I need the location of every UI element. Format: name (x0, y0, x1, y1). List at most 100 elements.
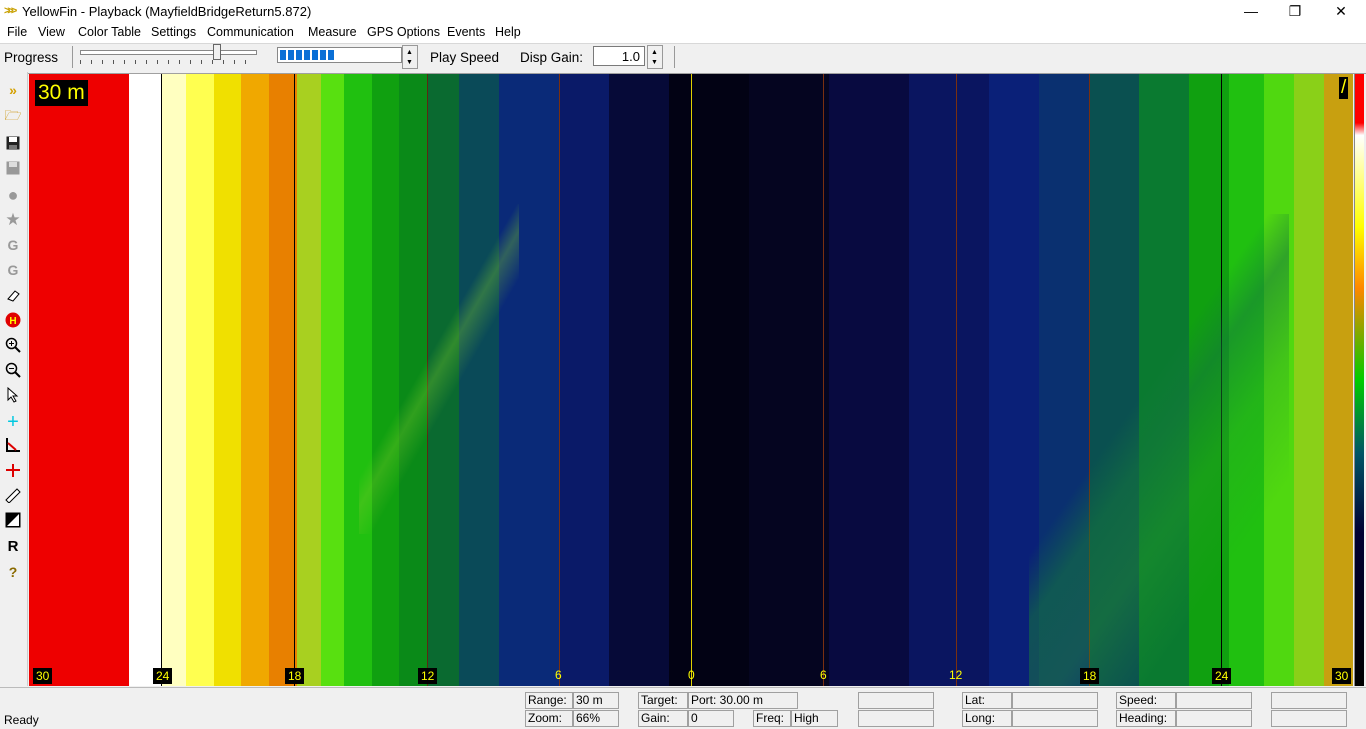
sonar-band (609, 74, 669, 686)
menu-file[interactable]: File (7, 25, 28, 39)
color-scale-bar (1354, 74, 1364, 686)
toolbar: Progress Play Speed Disp Gain: (0, 43, 1366, 74)
sonar-band (269, 74, 297, 686)
gain-up-icon[interactable]: ▲ (651, 49, 658, 56)
progress-slider-thumb[interactable] (213, 44, 221, 60)
range-label: Range: (525, 692, 573, 709)
save-icon[interactable] (3, 135, 23, 155)
target-label: Target: (638, 692, 688, 709)
toolbar-separator (72, 46, 73, 68)
range-grid-line (956, 74, 957, 686)
zoom-label: Zoom: (525, 710, 573, 727)
sonar-band (297, 74, 321, 686)
gain-g2-icon[interactable]: G (7, 262, 19, 278)
sonar-band (214, 74, 241, 686)
gain-g-icon[interactable]: G (7, 237, 19, 253)
progress-label: Progress (4, 50, 59, 65)
sonar-band (399, 74, 427, 686)
sonar-band (241, 74, 269, 686)
heading-value (1176, 710, 1252, 727)
distance-icon[interactable] (3, 462, 23, 482)
disp-gain-input[interactable]: 1.0 (593, 46, 645, 66)
scale-label: 24 (153, 668, 173, 684)
pointer-icon[interactable] (3, 386, 23, 407)
range-value: 30 m (573, 692, 619, 709)
scale-label: 18 (1080, 668, 1100, 684)
spin-up-icon[interactable]: ▲ (406, 49, 413, 56)
star-icon[interactable]: ★ (5, 210, 21, 229)
r-icon[interactable]: R (7, 538, 19, 555)
range-overlay-label: 30 m (35, 80, 88, 106)
menu-gps-options[interactable]: GPS Options (367, 25, 440, 39)
heading-label: Heading: (1116, 710, 1176, 727)
menu-communication[interactable]: Communication (207, 25, 294, 39)
sonar-band (186, 74, 214, 686)
scale-label: 12 (418, 668, 438, 684)
angle-icon[interactable] (3, 437, 23, 457)
menu-bar: File View Color Table Settings Communica… (0, 23, 1366, 43)
scale-label: 24 (1212, 668, 1232, 684)
play-speed-fill (280, 50, 334, 60)
range-grid-line (823, 74, 824, 686)
gain-value: 0 (688, 710, 734, 727)
title-bar: >>> YellowFin - Playback (MayfieldBridge… (0, 0, 1366, 23)
sonar-band (669, 74, 749, 686)
range-grid-line (161, 74, 162, 686)
scale-label: 18 (285, 668, 305, 684)
svg-text:H: H (9, 316, 16, 327)
play-speed-bar[interactable] (277, 47, 402, 63)
sonar-band (427, 74, 459, 686)
maximize-button[interactable]: ❐ (1288, 3, 1302, 19)
freq-label: Freq: (753, 710, 791, 727)
sonar-band (559, 74, 609, 686)
menu-settings[interactable]: Settings (151, 25, 197, 39)
forward-icon[interactable]: » (9, 82, 17, 98)
crosshair-icon[interactable]: + (7, 411, 19, 433)
eraser-icon[interactable] (3, 287, 23, 307)
sonar-band (129, 74, 162, 686)
scale-label: 6 (555, 668, 562, 682)
h-marker-icon[interactable]: H (3, 312, 23, 332)
menu-view[interactable]: View (38, 25, 65, 39)
progress-slider-ticks (80, 60, 256, 64)
long-value (1012, 710, 1098, 727)
sonar-image[interactable] (29, 74, 1353, 686)
balloon-icon[interactable]: ● (7, 185, 19, 205)
speed-label: Speed: (1116, 692, 1176, 709)
menu-events[interactable]: Events (447, 25, 486, 39)
zoom-in-icon[interactable] (3, 337, 23, 357)
sonar-band (372, 74, 399, 686)
scale-label: 30 (33, 668, 53, 684)
scale-label: 30 (1332, 668, 1352, 684)
sonar-band (749, 74, 829, 686)
zoom-out-icon[interactable] (3, 362, 23, 382)
status-ready: Ready (4, 713, 39, 727)
progress-slider-track[interactable] (80, 50, 257, 55)
empty-field (858, 692, 934, 709)
menu-color-table[interactable]: Color Table (78, 25, 142, 39)
range-grid-line (559, 74, 560, 686)
menu-measure[interactable]: Measure (308, 25, 357, 39)
minimize-button[interactable]: — (1244, 3, 1258, 19)
scale-label: 0 (688, 668, 695, 682)
gain-down-icon[interactable]: ▼ (651, 59, 658, 66)
empty-field (1271, 692, 1347, 709)
range-grid-line (691, 74, 692, 686)
zoom-value: 66% (573, 710, 619, 727)
ruler-icon[interactable] (3, 487, 23, 507)
close-button[interactable]: ✕ (1335, 3, 1347, 19)
app-logo-icon: >>> (4, 5, 17, 17)
play-speed-spinner[interactable]: ▲ ▼ (402, 45, 418, 69)
sonar-band (162, 74, 186, 686)
disp-gain-label: Disp Gain: (520, 50, 584, 65)
disp-gain-spinner[interactable]: ▲ ▼ (647, 45, 663, 69)
menu-help[interactable]: Help (495, 25, 521, 39)
save-disabled-icon[interactable] (3, 160, 23, 180)
help-icon[interactable]: ? (8, 564, 18, 580)
range-grid-line (427, 74, 428, 686)
spin-down-icon[interactable]: ▼ (406, 59, 413, 66)
range-grid-line (294, 74, 295, 686)
sonar-band (344, 74, 372, 686)
contrast-icon[interactable] (3, 512, 23, 532)
open-folder-icon[interactable]: 🗁 (4, 107, 22, 123)
